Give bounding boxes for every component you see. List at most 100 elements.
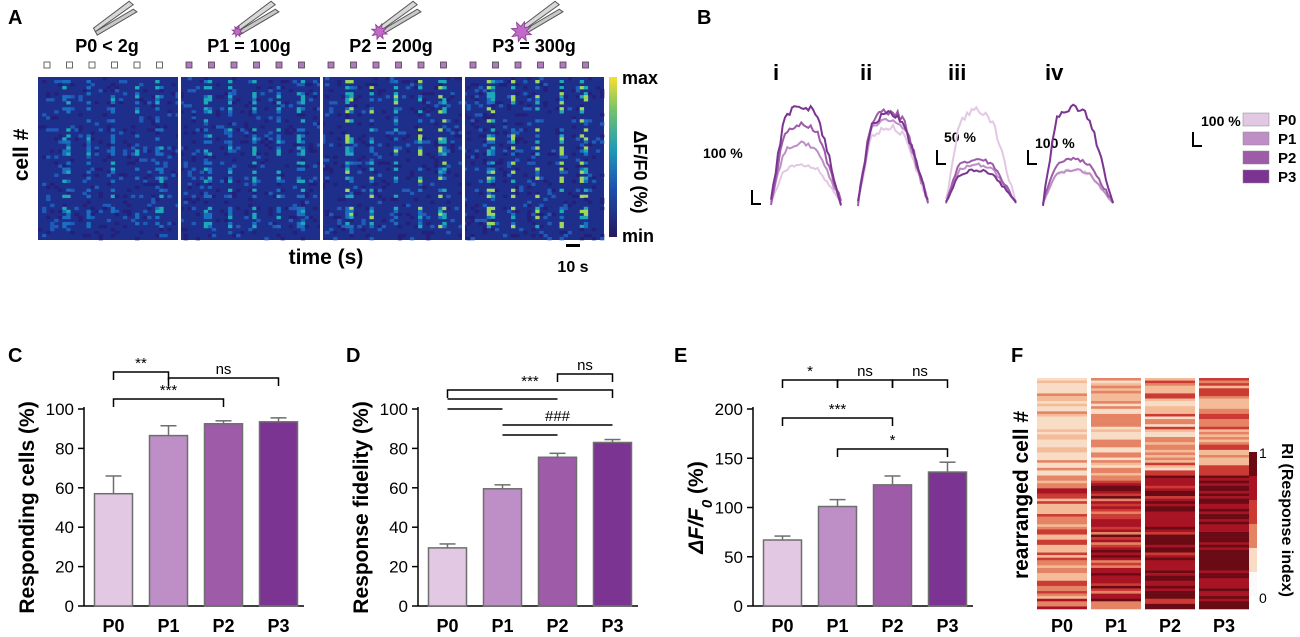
heatmap-cell (563, 167, 568, 171)
heatmap-cell (167, 227, 172, 232)
heatmap-cell (333, 236, 338, 241)
bar-p1 (482, 488, 523, 607)
heatmap-cell (361, 221, 366, 226)
heatmap-cell (482, 128, 488, 132)
heatmap-cell (228, 194, 233, 199)
heatmap-cell (312, 149, 318, 153)
heatmap-cell (418, 152, 423, 156)
heatmap-cell (228, 212, 233, 217)
ri-cell (1037, 588, 1087, 592)
y-tick-label: 100 (46, 400, 74, 419)
heatmap-cell (353, 185, 358, 189)
heatmap-cell (583, 212, 589, 217)
trace-p2 (770, 120, 842, 206)
heatmap-cell (223, 128, 229, 132)
heatmap-cell (280, 236, 285, 241)
heatmap-cell (183, 236, 188, 241)
heatmap-cell (599, 173, 605, 177)
heatmap-cell (66, 167, 71, 171)
heatmap-cell (446, 194, 451, 199)
ri-cell (1145, 478, 1195, 481)
heatmap-cell (563, 170, 568, 174)
heatmap-cell (191, 155, 196, 159)
heatmap-cell (325, 95, 330, 99)
heatmap-cell (559, 92, 564, 96)
ri-cell (1037, 452, 1087, 456)
ri-cell (1199, 578, 1249, 582)
heatmap-cell (458, 191, 463, 196)
heatmap-cell (62, 140, 67, 144)
heatmap-cell (42, 113, 47, 117)
heatmap-cell (345, 101, 350, 105)
heatmap-cell (535, 224, 540, 229)
ri-cell (1145, 380, 1195, 384)
heatmap-cell (583, 215, 589, 220)
heatmap-cell (345, 188, 350, 193)
heatmap-cell (486, 212, 492, 217)
heatmap-cell (369, 209, 374, 214)
heatmap-cell (325, 212, 330, 217)
heatmap-cell (502, 125, 508, 129)
heatmap-cell (409, 107, 415, 111)
heatmap-cell (373, 191, 378, 196)
heatmap-cell (308, 182, 314, 186)
condition-label-p1: P1 = 100g (207, 36, 291, 56)
heatmap-cell (321, 182, 326, 186)
ri-cell (1091, 388, 1141, 392)
heatmap-cell (591, 95, 597, 99)
ri-cell (1199, 570, 1249, 574)
heatmap-cell (191, 152, 196, 156)
heatmap-cell (106, 218, 112, 223)
heatmap-cell (551, 152, 556, 156)
heatmap-cell (276, 95, 281, 99)
ri-cell (1145, 534, 1195, 538)
heatmap-cell (300, 161, 306, 165)
heatmap-cell (151, 197, 156, 202)
heatmap-cell (155, 185, 160, 189)
heatmap-cell (62, 167, 67, 171)
heatmap-cell (211, 125, 217, 129)
heatmap-cell (539, 230, 544, 235)
ri-column-label: P3 (1213, 616, 1235, 636)
heatmap-cell (527, 215, 532, 220)
heatmap-cell (418, 86, 423, 90)
heatmap-cell (191, 113, 196, 117)
heatmap-cell (268, 98, 273, 102)
y-tick-label: 40 (389, 518, 408, 537)
heatmap-cell (478, 191, 484, 196)
heatmap-cell (135, 86, 140, 90)
heatmap-cell (175, 113, 180, 117)
heatmap-cell (135, 134, 140, 138)
heatmap-cell (203, 140, 209, 144)
heatmap-cell (207, 170, 213, 174)
heatmap-cell (377, 173, 382, 177)
heatmap-cell (353, 161, 358, 165)
ri-cell (1199, 447, 1249, 451)
heatmap-cell (304, 131, 310, 135)
heatmap-cell (300, 203, 306, 208)
ri-cell (1091, 521, 1141, 525)
heatmap-cell (413, 197, 419, 202)
heatmap-cell (300, 140, 306, 144)
heatmap-cell (438, 176, 443, 180)
heatmap-cell (511, 95, 516, 99)
heatmap-cell (228, 224, 233, 229)
heatmap-cell (183, 125, 188, 129)
heatmap-cell (357, 86, 362, 90)
heatmap-cell (147, 182, 152, 186)
heatmap-cell (300, 98, 306, 102)
heatmap-cell (486, 107, 492, 111)
ri-cell (1145, 542, 1195, 546)
heatmap-cell (474, 167, 479, 171)
ri-cell (1091, 519, 1141, 523)
heatmap-cell (583, 152, 589, 156)
heatmap-cell (207, 140, 213, 144)
heatmap-cell (296, 161, 302, 165)
heatmap-cell (486, 176, 492, 180)
heatmap-cell (385, 167, 391, 171)
ri-cell (1037, 591, 1087, 594)
heatmap-cell (223, 131, 229, 135)
ri-cell (1037, 521, 1087, 525)
heatmap-cell (333, 215, 338, 220)
ri-cell (1091, 583, 1141, 587)
